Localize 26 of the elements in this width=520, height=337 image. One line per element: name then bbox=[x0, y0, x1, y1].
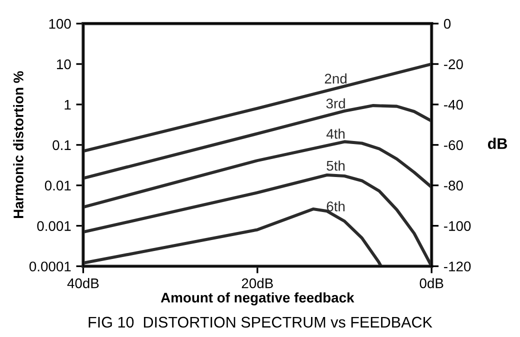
y2-tick-label: -80 bbox=[444, 180, 463, 191]
series-label: 4th bbox=[326, 128, 345, 139]
y2-tick-label: -60 bbox=[444, 140, 463, 150]
y-tick-label: 10 bbox=[57, 59, 71, 70]
series-label: 5th bbox=[326, 160, 345, 171]
y-tick-label: 100 bbox=[49, 18, 71, 29]
y-tick-label: 0.01 bbox=[44, 180, 71, 191]
y-tick-label: 1 bbox=[64, 100, 71, 110]
x-axis-title: Amount of negative feedback bbox=[160, 292, 354, 306]
y-tick-label: 0.001 bbox=[37, 221, 71, 231]
y-tick-label: 0.1 bbox=[52, 140, 71, 150]
y2-tick-label: -120 bbox=[444, 262, 471, 272]
x-tick-label: 20dB bbox=[242, 278, 273, 288]
y2-axis-title: dB bbox=[488, 138, 508, 150]
x-tick-label: 0dB bbox=[420, 278, 444, 288]
y-tick-label: 0.0001 bbox=[29, 262, 71, 272]
y2-tick-label: -20 bbox=[444, 59, 463, 70]
y2-tick-label: -40 bbox=[444, 100, 463, 110]
text: FIG 10 DISTORTION SPECTRUM vs FEEDBACK bbox=[88, 316, 432, 328]
y-axis-title: Harmonic distortion % bbox=[13, 71, 24, 218]
series-label: 2nd bbox=[324, 73, 346, 84]
y2-tick-label: 0 bbox=[444, 18, 451, 29]
series-label: 6th bbox=[326, 201, 345, 212]
y2-tick-label: -100 bbox=[444, 221, 471, 231]
x-tick-label: 40dB bbox=[67, 278, 99, 288]
series-label: 3rd bbox=[326, 98, 345, 108]
